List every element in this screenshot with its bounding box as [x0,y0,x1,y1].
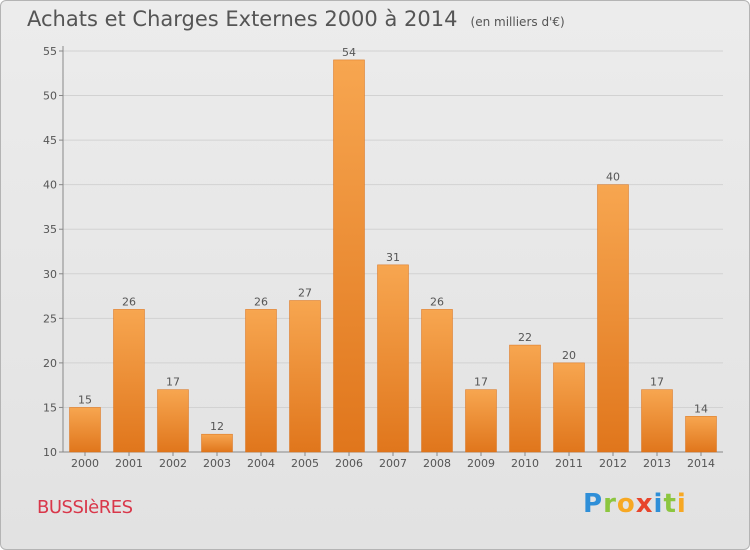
bar-value-label: 17 [650,376,664,389]
logo-letter: t [663,489,677,519]
bar-value-label: 40 [606,171,620,184]
x-tick-label: 2001 [115,457,143,470]
x-tick-label: 2012 [599,457,627,470]
labels: 10 15 20 25 30 35 40 45 50 55 15 2000 26 2001 17 2002 12… [43,45,715,470]
bar [333,59,365,453]
bar [289,300,321,453]
x-tick-label: 2011 [555,457,583,470]
bar [69,407,101,453]
x-tick-label: 2002 [159,457,187,470]
chart-title: Achats et Charges Externes 2000 à 2014 (… [27,7,565,31]
logo-letter: o [616,489,636,519]
bar [245,309,277,453]
bar-value-label: 14 [694,402,708,415]
logo-letter: x [635,489,654,519]
y-tick-label: 15 [43,401,57,414]
bar-value-label: 12 [210,420,224,433]
x-tick-label: 2013 [643,457,671,470]
bar-value-label: 54 [342,46,356,59]
x-tick-label: 2006 [335,457,363,470]
y-tick-label: 20 [43,357,57,370]
logo-letter: P [583,489,604,519]
bar-value-label: 27 [298,287,312,300]
x-tick-label: 2004 [247,457,275,470]
bar [641,389,673,453]
bar [421,309,453,453]
logo-letter: i [676,489,687,519]
bar-value-label: 17 [474,376,488,389]
bar-value-label: 26 [254,295,268,308]
bar-value-label: 20 [562,349,576,362]
y-tick-label: 50 [43,90,57,103]
x-tick-label: 2007 [379,457,407,470]
x-tick-label: 2005 [291,457,319,470]
bar-value-label: 26 [430,295,444,308]
proxiti-logo: Proxiti [583,489,687,519]
x-tick-label: 2009 [467,457,495,470]
x-tick-label: 2000 [71,457,99,470]
bars [69,59,717,453]
y-tick-label: 40 [43,179,57,192]
x-tick-label: 2008 [423,457,451,470]
bar-value-label: 31 [386,251,400,264]
bar-value-label: 15 [78,393,92,406]
chart-title-unit: (en milliers d'€) [470,15,565,29]
commune-name: BUSSIèRES [37,497,133,518]
bar [685,416,717,453]
bar-value-label: 26 [122,295,136,308]
bar-value-label: 22 [518,331,532,344]
y-tick-label: 10 [43,446,57,459]
x-tick-label: 2014 [687,457,715,470]
logo-letter: i [653,489,664,519]
y-tick-label: 45 [43,134,57,147]
bar [597,184,629,453]
bar [509,344,541,453]
bar [157,389,189,453]
bar [553,362,585,453]
x-tick-label: 2010 [511,457,539,470]
chart-title-main: Achats et Charges Externes 2000 à 2014 [27,7,458,31]
y-tick-label: 55 [43,45,57,58]
bar [201,433,233,453]
y-tick-label: 35 [43,223,57,236]
logo-letter: r [603,489,617,519]
bar-value-label: 17 [166,376,180,389]
bar [465,389,497,453]
bar [377,264,409,453]
bar [113,309,145,453]
y-tick-label: 30 [43,268,57,281]
y-tick-label: 25 [43,312,57,325]
x-tick-label: 2003 [203,457,231,470]
